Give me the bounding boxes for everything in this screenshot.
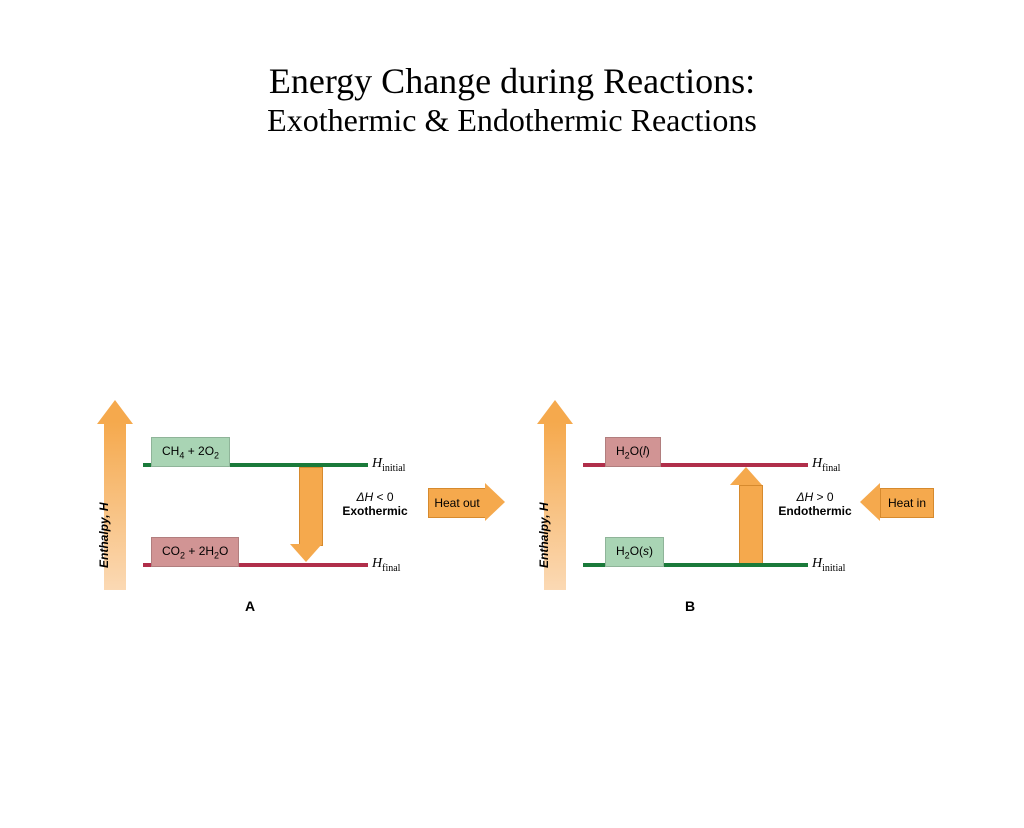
reactants-box: H2O(s) [605,537,664,567]
title-main: Energy Change during Reactions: [0,60,1024,102]
panel-label: B [685,598,695,614]
h-final-label: Hfinal [812,456,840,474]
panel-label: A [245,598,255,614]
h-final-label: Hfinal [372,556,400,574]
enthalpy-axis-label: Enthalpy, H [97,502,111,568]
h-initial-label: Hinitial [812,556,845,574]
diagrams-container: Enthalpy, H CH4 + 2O2 Hinitial ΔH < 0 Ex… [0,400,1024,680]
delta-h-text: ΔH < 0 Exothermic [325,490,425,518]
reactants-box: CH4 + 2O2 [151,437,230,467]
delta-h-text: ΔH > 0 Endothermic [765,490,865,518]
panel-a: Enthalpy, H CH4 + 2O2 Hinitial ΔH < 0 Ex… [100,400,500,630]
enthalpy-axis-arrow: Enthalpy, H [100,400,130,590]
panel-b: Enthalpy, H H2O(l) Hfinal ΔH > 0 Endothe… [540,400,940,630]
delta-h-arrow [735,467,765,562]
products-box: CO2 + 2H2O [151,537,239,567]
enthalpy-axis-label: Enthalpy, H [537,502,551,568]
h-initial-label: Hinitial [372,456,405,474]
delta-h-arrow [295,467,325,562]
enthalpy-axis-arrow: Enthalpy, H [540,400,570,590]
title-sub: Exothermic & Endothermic Reactions [0,102,1024,139]
products-box: H2O(l) [605,437,661,467]
